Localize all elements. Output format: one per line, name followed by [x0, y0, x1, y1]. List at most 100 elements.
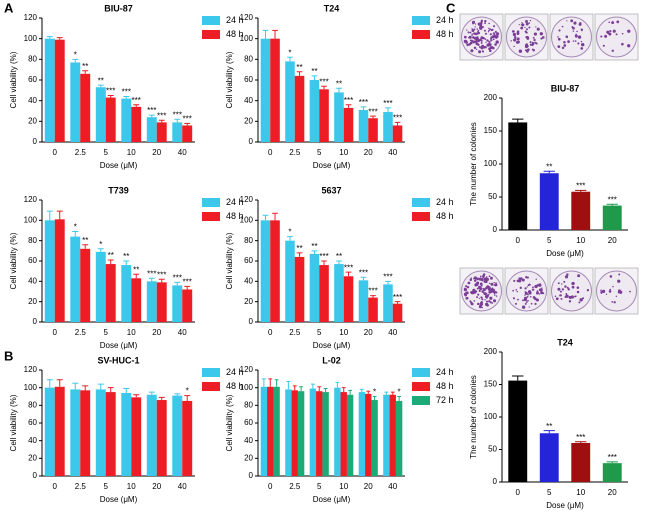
error-bar — [286, 380, 291, 390]
y-axis-label: Cell viability (%) — [225, 394, 234, 451]
error-bar — [262, 214, 269, 221]
colony — [482, 50, 485, 53]
error-bar — [123, 388, 130, 393]
colony — [478, 305, 482, 309]
y-tick-label: 0 — [33, 317, 38, 326]
colony — [561, 46, 565, 50]
colony — [518, 24, 520, 26]
bar — [539, 173, 559, 230]
significance-label: ** — [123, 252, 129, 261]
colony — [563, 280, 566, 283]
colony — [478, 50, 482, 54]
colony — [490, 288, 494, 292]
colony — [540, 292, 543, 295]
colony — [618, 273, 621, 276]
colony — [531, 44, 534, 47]
colony — [561, 283, 563, 285]
colony — [494, 35, 497, 37]
colony — [491, 28, 494, 31]
bar — [121, 265, 132, 322]
colony — [536, 27, 540, 31]
colony — [479, 282, 483, 286]
colony — [492, 35, 495, 39]
y-tick-label: 0 — [33, 137, 38, 146]
significance-label: ** — [133, 265, 139, 274]
error-bar — [158, 396, 165, 401]
bar — [260, 386, 268, 476]
colony — [470, 301, 473, 304]
bar — [508, 380, 528, 482]
legend-label: 72 h — [436, 395, 454, 405]
colony — [482, 287, 484, 290]
colony — [533, 32, 537, 36]
bar — [156, 282, 167, 322]
colony — [513, 45, 515, 48]
bar — [319, 265, 329, 322]
colony — [521, 279, 524, 282]
colony — [471, 20, 476, 24]
colony — [605, 293, 608, 295]
bar — [131, 106, 142, 142]
legend-swatch — [412, 212, 430, 221]
colony — [493, 281, 495, 284]
error-bar — [133, 273, 140, 279]
colony — [464, 289, 466, 291]
error-bar — [348, 389, 353, 395]
y-axis-label: Cell viability (%) — [225, 232, 234, 289]
colony — [627, 29, 631, 33]
colony — [574, 40, 577, 42]
colony — [473, 276, 477, 280]
colony — [486, 285, 490, 289]
error-bar — [370, 295, 376, 298]
x-tick-label: 20 — [608, 236, 617, 245]
x-tick-label: 40 — [178, 328, 187, 337]
bar — [80, 390, 91, 476]
bar — [273, 386, 280, 476]
colony — [512, 32, 517, 37]
x-tick-label: 20 — [608, 488, 617, 497]
bar — [70, 236, 81, 322]
y-tick-label: 60 — [244, 256, 253, 265]
colony — [611, 21, 615, 24]
colony — [483, 292, 487, 296]
x-tick-label: 10 — [127, 148, 136, 157]
x-tick-label: 0 — [516, 236, 521, 245]
error-bar — [46, 379, 53, 388]
significance-label: *** — [344, 96, 353, 105]
error-bar — [311, 250, 318, 254]
colony — [471, 33, 473, 35]
colony — [527, 299, 529, 302]
colony — [473, 37, 477, 40]
x-tick-label: 10 — [576, 236, 585, 245]
colony — [479, 23, 483, 26]
bar — [383, 394, 390, 476]
colony — [566, 286, 569, 289]
colony — [476, 287, 479, 290]
colony — [564, 296, 567, 299]
bar — [294, 75, 305, 142]
colony — [527, 284, 530, 287]
y-tick-label: 60 — [28, 256, 37, 265]
bar — [182, 289, 193, 322]
colony — [535, 298, 539, 302]
x-tick-label: 10 — [127, 482, 136, 491]
bar — [309, 388, 317, 476]
bar — [392, 303, 403, 322]
colony — [479, 38, 481, 41]
colony — [580, 28, 583, 31]
colony — [520, 24, 523, 26]
error-bar — [82, 385, 89, 391]
colony — [510, 40, 512, 42]
colony — [492, 290, 496, 294]
colony — [488, 282, 491, 284]
y-tick-label: 100 — [24, 215, 38, 224]
colony — [578, 22, 582, 26]
colony — [492, 289, 494, 291]
bar — [95, 87, 106, 142]
significance-label: ** — [98, 76, 104, 85]
colony — [513, 36, 517, 39]
x-tick-label: 10 — [576, 488, 585, 497]
bar — [392, 125, 403, 142]
colony — [490, 276, 493, 280]
bar — [131, 278, 142, 322]
